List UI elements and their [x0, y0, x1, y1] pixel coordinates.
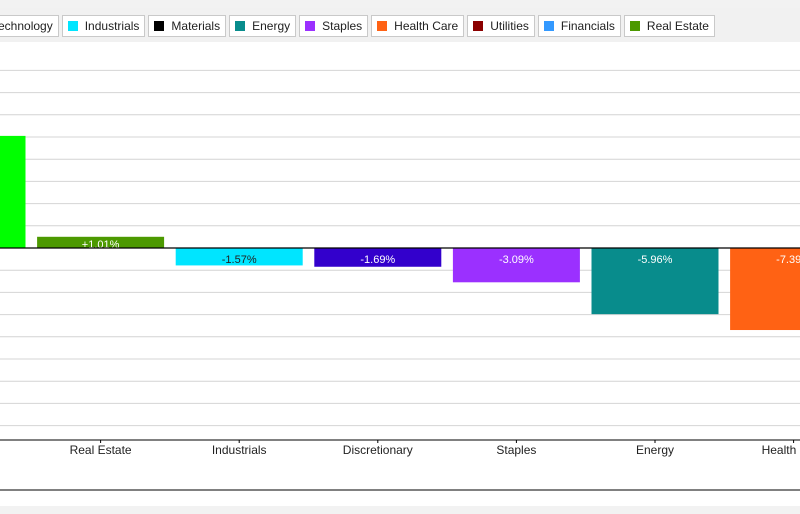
legend-label: Industrials [84, 19, 140, 33]
legend-item-industrials[interactable]: Industrials [61, 15, 146, 37]
legend-item-materials[interactable]: Materials [148, 15, 227, 37]
data-label-industrials: -1.57% [222, 254, 257, 266]
legend-swatch [305, 21, 316, 31]
legend-item-technology[interactable]: Technology [0, 15, 59, 37]
data-label-health-care: -7.39% [776, 254, 800, 266]
legend-label: Technology [0, 19, 53, 33]
legend-label: Staples [322, 19, 363, 33]
tick-label-industrials: Industrials [212, 443, 267, 457]
data-label-discretionary: -1.69% [360, 254, 395, 266]
tick-label-real-estate: Real Estate [70, 443, 132, 457]
legend-swatch [543, 21, 554, 31]
legend-swatch [235, 21, 246, 31]
tick-label-discretionary: Discretionary [343, 443, 413, 457]
legend-label: Energy [252, 19, 291, 33]
tick-label-staples: Staples [496, 443, 536, 457]
legend-label: Health Care [394, 19, 459, 33]
tick-label-health-care: Health Care [762, 443, 800, 457]
legend-swatch [154, 21, 165, 31]
bar-staples [452, 248, 580, 283]
chart-area: Technology+1.01%Real Estate-1.57%Industr… [0, 42, 800, 492]
bar-chart: Technology+1.01%Real Estate-1.57%Industr… [0, 69, 800, 491]
legend-swatch [377, 21, 388, 31]
legend-label: Financials [560, 19, 615, 33]
legend-item-utilities[interactable]: Utilities [467, 15, 535, 37]
data-label-real-estate: +1.01% [82, 239, 120, 251]
legend-item-financials[interactable]: Financials [537, 15, 621, 37]
bar-health-care [730, 248, 800, 331]
top-strip [0, 0, 800, 8]
legend-item-staples[interactable]: Staples [299, 15, 369, 37]
legend-label: Utilities [490, 19, 529, 33]
legend-item-health-care[interactable]: Health Care [371, 15, 465, 37]
legend-swatch [473, 21, 484, 31]
legend-label: Materials [171, 19, 221, 33]
bar-discretionary [314, 248, 442, 267]
legend-swatch [629, 21, 640, 31]
bar-technology [0, 135, 26, 248]
legend-item-energy[interactable]: Energy [229, 15, 297, 37]
legend-swatch [67, 21, 78, 31]
tick-label-energy: Energy [636, 443, 674, 457]
bar-real-estate [37, 236, 165, 248]
legend-label: Real Estate [646, 19, 709, 33]
bar-energy [591, 248, 719, 315]
chart-legend: Technology Industrials Materials Energy Stap… [0, 15, 715, 37]
data-label-staples: -3.09% [499, 254, 534, 266]
bottom-strip [0, 506, 800, 514]
data-label-energy: -5.96% [638, 254, 673, 266]
bar-industrials [175, 248, 303, 266]
legend-item-real-estate[interactable]: Real Estate [623, 15, 715, 37]
